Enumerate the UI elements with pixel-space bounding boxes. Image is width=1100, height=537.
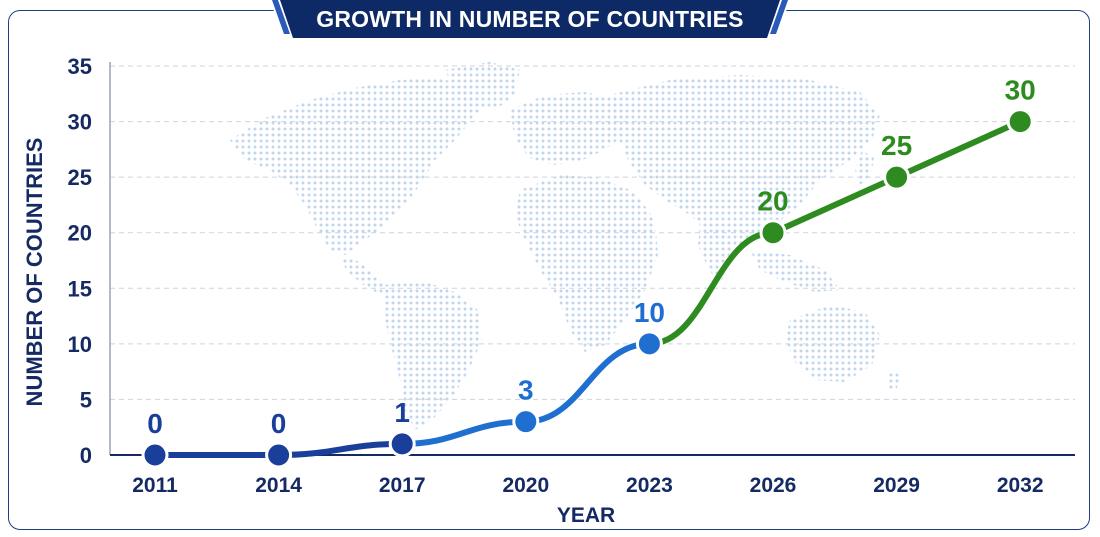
y-tick-label: 30 — [68, 110, 92, 135]
world-map-background — [230, 62, 900, 430]
x-axis-label: YEAR — [557, 504, 615, 527]
title-banner: GROWTH IN NUMBER OF COUNTRIES — [270, 0, 790, 44]
data-point — [759, 219, 787, 247]
data-label: 20 — [757, 186, 788, 217]
x-tick-label: 2020 — [502, 474, 549, 497]
data-point — [883, 163, 911, 191]
line-segment — [399, 418, 529, 447]
grid-lines — [110, 65, 1075, 400]
data-label: 30 — [1005, 75, 1036, 106]
data-label: 0 — [147, 408, 163, 439]
data-label: 3 — [518, 375, 534, 406]
data-point — [635, 330, 663, 358]
data-label: 0 — [271, 408, 287, 439]
data-label: 25 — [881, 130, 912, 161]
data-point — [512, 408, 540, 436]
y-tick-label: 5 — [80, 387, 92, 412]
data-point — [388, 430, 416, 458]
y-tick-label: 35 — [68, 54, 92, 79]
line-segment — [770, 174, 900, 236]
x-tick-label: 2014 — [255, 474, 302, 497]
data-point — [1006, 108, 1034, 136]
series-line — [152, 118, 1024, 459]
x-tick-labels: 2011 2014 2017 2020 2023 2026 2029 2032 — [132, 474, 1043, 497]
y-tick-label: 20 — [68, 221, 92, 246]
x-tick-label: 2029 — [873, 474, 920, 497]
data-point — [265, 441, 293, 469]
y-tick-labels: 0 5 10 15 20 25 30 35 — [68, 54, 92, 468]
y-tick-label: 15 — [68, 276, 92, 301]
x-tick-label: 2023 — [626, 474, 673, 497]
data-label: 1 — [394, 397, 410, 428]
data-point — [141, 441, 169, 469]
y-tick-label: 10 — [68, 332, 92, 357]
line-segment — [275, 440, 406, 458]
x-tick-label: 2032 — [997, 474, 1044, 497]
y-tick-label: 0 — [80, 443, 92, 468]
line-segment — [522, 340, 653, 425]
line-segment — [893, 118, 1024, 181]
x-tick-label: 2017 — [379, 474, 426, 497]
line-segment — [646, 229, 776, 347]
series-points — [141, 108, 1034, 469]
chart-title: GROWTH IN NUMBER OF COUNTRIES — [316, 6, 744, 32]
x-tick-label: 2026 — [750, 474, 797, 497]
y-axis-label: NUMBER OF COUNTRIES — [22, 138, 47, 407]
x-tick-label: 2011 — [132, 474, 178, 497]
y-tick-label: 25 — [68, 165, 92, 190]
data-label: 10 — [634, 297, 665, 328]
data-labels: 0 0 1 3 10 20 25 30 — [147, 75, 1036, 439]
